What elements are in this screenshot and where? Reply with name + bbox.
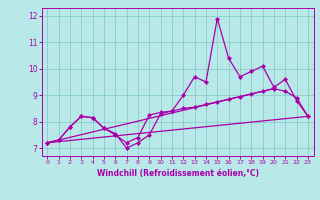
- X-axis label: Windchill (Refroidissement éolien,°C): Windchill (Refroidissement éolien,°C): [97, 169, 259, 178]
